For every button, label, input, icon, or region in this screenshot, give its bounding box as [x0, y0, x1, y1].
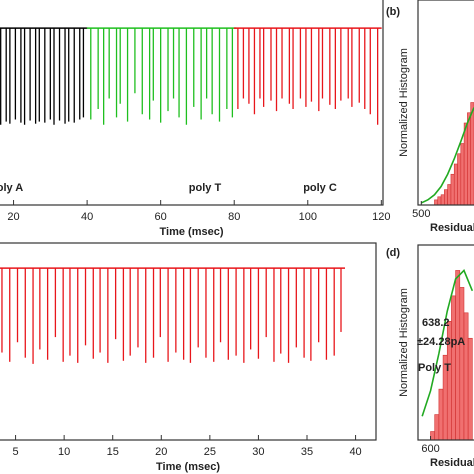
y-axis-label: Normalized Histogram	[398, 288, 410, 397]
x-tick-label: 100	[299, 211, 317, 223]
x-tick-label: 25	[204, 446, 216, 458]
hist-bar	[440, 194, 445, 206]
x-tick-label: 40	[349, 446, 361, 458]
hist-bar	[455, 270, 461, 441]
hist-bar	[430, 431, 436, 441]
series-label: poly C	[303, 182, 337, 194]
x-tick-label: 60	[155, 211, 167, 223]
hist-bar	[460, 143, 465, 206]
hist-bar	[434, 414, 440, 441]
hist-bar	[438, 388, 444, 441]
hist-bar	[453, 163, 458, 206]
series-label: poly T	[189, 182, 222, 194]
plot-frame	[0, 0, 384, 206]
hist-bar	[451, 295, 456, 441]
x-axis-label: Time (msec)	[160, 226, 224, 238]
x-tick-label: 15	[107, 446, 119, 458]
x-tick-label: 10	[58, 446, 70, 458]
hist-bar	[444, 189, 448, 206]
x-tick-label: 80	[228, 211, 240, 223]
plot-frame	[417, 0, 474, 206]
hist-bar	[467, 112, 472, 206]
hist-bar	[434, 199, 439, 206]
x-tick-label: 30	[252, 446, 264, 458]
x-tick-label: 120	[372, 211, 390, 223]
hist-bar	[467, 337, 473, 441]
x-tick-label: 20	[155, 446, 167, 458]
x-axis-label: Residual Current (pA)	[430, 457, 474, 469]
hist-bar	[459, 287, 465, 441]
hist-bar	[463, 312, 469, 441]
annotation: 638.2	[422, 317, 450, 329]
annotation: ±24.28pA	[417, 336, 465, 348]
hist-bar	[463, 122, 468, 206]
x-tick-label: 5	[13, 446, 19, 458]
x-axis-label: Time (msec)	[156, 461, 220, 473]
x-tick-label: 20	[7, 211, 19, 223]
x-tick-label: 500	[412, 208, 430, 220]
hist-bar	[450, 173, 455, 206]
y-axis-label: Normalized Histogram	[398, 48, 410, 157]
series-label: poly A	[0, 182, 23, 194]
hist-bar	[447, 184, 452, 206]
hist-bar	[437, 196, 442, 206]
x-tick-label: 40	[81, 211, 93, 223]
panel-label: (b)	[386, 6, 400, 18]
fit-curve	[420, 107, 474, 204]
fit-curve	[421, 269, 474, 417]
hist-bar	[457, 153, 462, 206]
x-tick-label: 600	[421, 443, 439, 455]
x-tick-label: 35	[301, 446, 313, 458]
plot-frame	[0, 242, 377, 441]
plot-frame	[417, 244, 474, 441]
x-axis-label: Residual Current (pA)	[430, 222, 474, 234]
panel-label: (d)	[386, 247, 400, 259]
annotation: Poly T	[418, 362, 451, 374]
